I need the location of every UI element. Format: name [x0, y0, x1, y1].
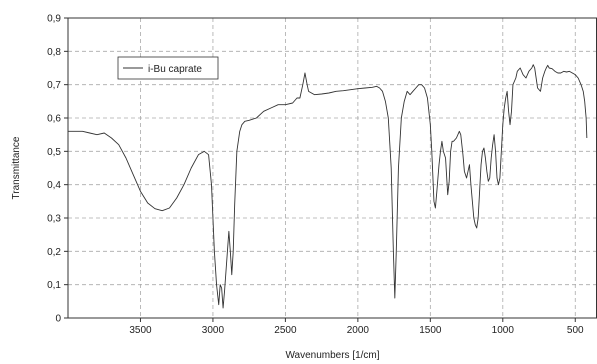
x-tick-label: 1000	[492, 325, 515, 336]
x-tick-label: 3500	[129, 325, 152, 336]
x-tick-label: 2500	[274, 325, 297, 336]
y-tick-label: 0,9	[47, 14, 61, 25]
y-tick-label: 0,8	[47, 47, 61, 58]
legend-label: i-Bu caprate	[148, 64, 202, 75]
x-tick-label: 500	[567, 325, 584, 336]
y-tick-label: 0,5	[47, 147, 61, 158]
series-line-i-bu-caprate	[68, 64, 588, 309]
y-tick-label: 0,6	[47, 114, 61, 125]
x-tick-label: 1500	[419, 325, 442, 336]
y-tick-label: 0,1	[47, 280, 61, 291]
y-tick-label: 0,3	[47, 214, 61, 225]
y-tick-label: 0,2	[47, 247, 61, 258]
axis-ticks	[64, 17, 576, 322]
x-tick-label: 2000	[347, 325, 370, 336]
y-axis-title: Transmittance	[11, 136, 22, 199]
y-tick-label: 0,7	[47, 80, 61, 91]
x-tick-label: 3000	[202, 325, 225, 336]
tick-labels: 0 0,1 0,2 0,3 0,4 0,5 0,6 0,7 0,8 0,9 3500 3000 2500…	[47, 14, 584, 337]
x-axis-title: Wavenumbers [1/cm]	[285, 350, 379, 361]
legend-box	[117, 56, 219, 80]
y-tick-label: 0,4	[47, 180, 61, 191]
legend: i-Bu caprate	[117, 56, 219, 80]
y-tick-label: 0	[55, 314, 61, 325]
